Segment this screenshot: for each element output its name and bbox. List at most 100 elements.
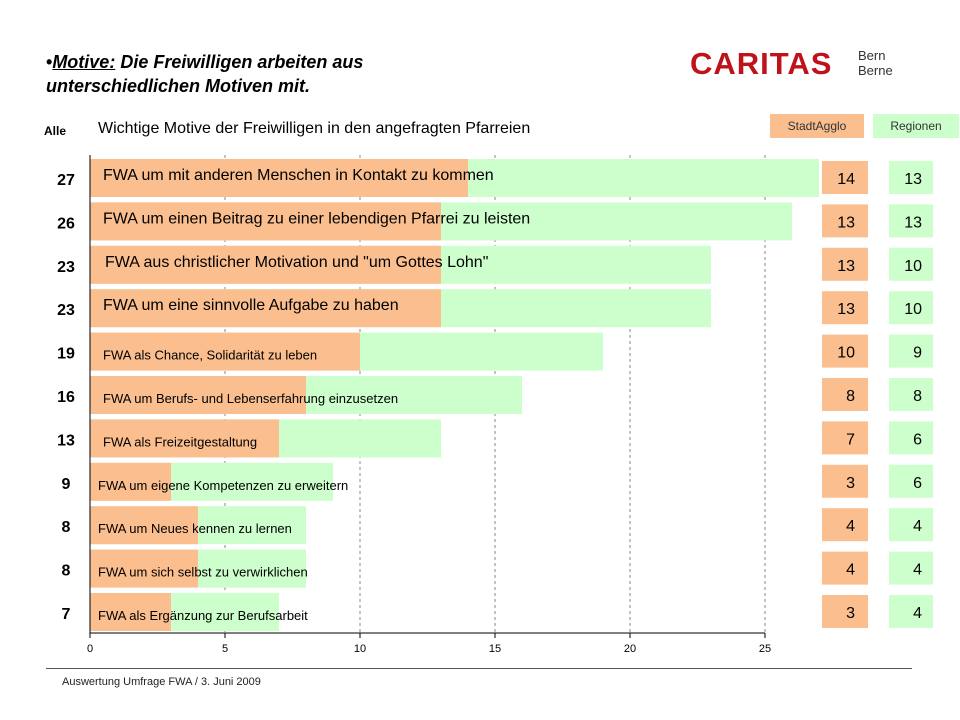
x-tick-label: 0 bbox=[87, 643, 93, 655]
category-label: FWA um eigene Kompetenzen zu erweitern bbox=[98, 478, 348, 493]
bar-stadtagglo bbox=[90, 332, 360, 371]
stadtagglo-value: 14 bbox=[837, 171, 855, 188]
heading-motive-word: Motive: bbox=[52, 52, 116, 72]
logo-sub-berne: Berne bbox=[858, 63, 893, 78]
regionen-value: 10 bbox=[904, 258, 922, 275]
category-label: FWA als Ergänzung zur Berufsarbeit bbox=[98, 608, 308, 623]
category-label: FWA aus christlicher Motivation und "um … bbox=[105, 254, 488, 271]
total-label: 19 bbox=[57, 346, 75, 363]
stadtagglo-value: 4 bbox=[846, 518, 855, 535]
stadtagglo-value: 13 bbox=[837, 214, 855, 231]
caritas-logo: CARITAS Bern Berne bbox=[690, 46, 893, 81]
stadtagglo-value-box bbox=[822, 508, 868, 542]
total-label: 27 bbox=[57, 172, 75, 189]
bar-stadtagglo bbox=[90, 245, 441, 284]
regionen-value-box bbox=[889, 421, 933, 455]
stadtagglo-value-box bbox=[822, 464, 868, 498]
total-label: 8 bbox=[62, 519, 71, 536]
x-tick-label: 5 bbox=[222, 643, 228, 655]
total-label: 23 bbox=[57, 259, 75, 276]
bar-stadtagglo bbox=[90, 202, 441, 241]
bar-stadtagglo bbox=[90, 506, 198, 545]
category-label: FWA um einen Beitrag zu einer lebendigen… bbox=[103, 210, 530, 227]
stadtagglo-value: 13 bbox=[837, 258, 855, 275]
x-tick-label: 10 bbox=[354, 643, 366, 655]
regionen-value: 9 bbox=[913, 345, 922, 362]
regionen-value-box bbox=[889, 161, 933, 194]
regionen-value-box bbox=[889, 464, 933, 498]
regionen-value-box bbox=[889, 291, 933, 325]
regionen-value: 13 bbox=[904, 171, 922, 188]
heading-line-1: •Motive: Die Freiwilligen arbeiten aus bbox=[46, 50, 363, 74]
stadtagglo-value-box bbox=[822, 291, 868, 325]
regionen-value: 4 bbox=[913, 518, 922, 535]
footer-divider bbox=[46, 668, 912, 669]
logo-sub-bern: Bern bbox=[858, 48, 886, 63]
x-tick-label: 20 bbox=[624, 643, 636, 655]
stadtagglo-value: 4 bbox=[846, 562, 855, 579]
heading-line-2: unterschiedlichen Motiven mit. bbox=[46, 76, 311, 96]
total-label: 9 bbox=[62, 476, 71, 493]
regionen-value-box bbox=[889, 204, 933, 238]
bar-stadtagglo bbox=[90, 549, 198, 588]
category-label: FWA als Chance, Solidarität zu leben bbox=[103, 348, 317, 363]
regionen-value: 4 bbox=[913, 562, 922, 579]
logo-wordmark: CARITAS bbox=[690, 46, 833, 81]
regionen-value-box bbox=[889, 378, 933, 411]
regionen-value: 6 bbox=[913, 475, 922, 492]
regionen-value: 10 bbox=[904, 301, 922, 318]
regionen-value-box bbox=[889, 551, 933, 585]
category-label: FWA um mit anderen Menschen in Kontakt z… bbox=[103, 167, 494, 184]
alle-column-header: Alle bbox=[44, 124, 67, 138]
stadtagglo-value: 8 bbox=[846, 388, 855, 405]
stadtagglo-value: 10 bbox=[837, 345, 855, 362]
category-label: FWA um sich selbst zu verwirklichen bbox=[98, 565, 308, 580]
category-label: FWA als Freizeitgestaltung bbox=[103, 434, 257, 449]
footer-text: Auswertung Umfrage FWA / 3. Juni 2009 bbox=[62, 676, 261, 688]
logo-subtitle: Bern Berne bbox=[858, 48, 893, 78]
bar-stadtagglo bbox=[90, 159, 468, 197]
heading-line-1-rest: Die Freiwilligen arbeiten aus bbox=[115, 52, 364, 72]
total-label: 7 bbox=[62, 606, 71, 623]
stadtagglo-value-box bbox=[822, 334, 868, 368]
stadtagglo-value-box bbox=[822, 204, 868, 238]
total-label: 8 bbox=[62, 563, 71, 580]
value-columns: 14 13 13 13 13 10 13 10 10 9 8 8 7 6 3 6 4 4 4 4 3 4 bbox=[822, 161, 933, 628]
x-tick-label: 15 bbox=[489, 643, 501, 655]
bar-stadtagglo bbox=[90, 462, 171, 501]
category-label: FWA um eine sinnvolle Aufgabe zu haben bbox=[103, 297, 399, 314]
stadtagglo-value-box bbox=[822, 247, 868, 281]
stadtagglo-value-box bbox=[822, 595, 868, 628]
category-label: FWA um Neues kennen zu lernen bbox=[98, 521, 292, 536]
regionen-value-box bbox=[889, 595, 933, 628]
category-label: FWA um Berufs- und Lebenserfahrung einzu… bbox=[103, 391, 398, 406]
stadtagglo-value-box bbox=[822, 161, 868, 194]
legend-stadtagglo: StadtAgglo bbox=[770, 114, 864, 138]
regionen-value-box bbox=[889, 334, 933, 368]
x-axis: 0 5 10 15 20 25 bbox=[87, 155, 771, 655]
regionen-value: 8 bbox=[913, 388, 922, 405]
stadtagglo-value: 7 bbox=[846, 431, 855, 448]
total-label: 16 bbox=[57, 389, 75, 406]
bar-stadtagglo bbox=[90, 289, 441, 328]
chart-bars: FWA um mit anderen Menschen in Kontakt z… bbox=[57, 159, 819, 631]
chart-title: Wichtige Motive der Freiwilligen in den … bbox=[98, 120, 531, 137]
x-tick-label: 25 bbox=[759, 643, 771, 655]
bullet-icon: • bbox=[46, 52, 53, 72]
legend-regionen: Regionen bbox=[873, 114, 959, 138]
total-label: 23 bbox=[57, 302, 75, 319]
stadtagglo-value-box bbox=[822, 378, 868, 411]
bar-stadtagglo bbox=[90, 376, 306, 414]
stadtagglo-value-box bbox=[822, 421, 868, 455]
bar-stadtagglo bbox=[90, 593, 171, 631]
stadtagglo-value: 3 bbox=[846, 475, 855, 492]
bar-stadtagglo bbox=[90, 419, 279, 458]
stadtagglo-value-box bbox=[822, 551, 868, 585]
stadtagglo-value: 13 bbox=[837, 301, 855, 318]
regionen-value: 6 bbox=[913, 431, 922, 448]
regionen-value-box bbox=[889, 508, 933, 542]
regionen-value: 13 bbox=[904, 214, 922, 231]
slide-heading: •Motive: Die Freiwilligen arbeiten aus u… bbox=[46, 50, 363, 98]
regionen-value: 4 bbox=[913, 605, 922, 622]
